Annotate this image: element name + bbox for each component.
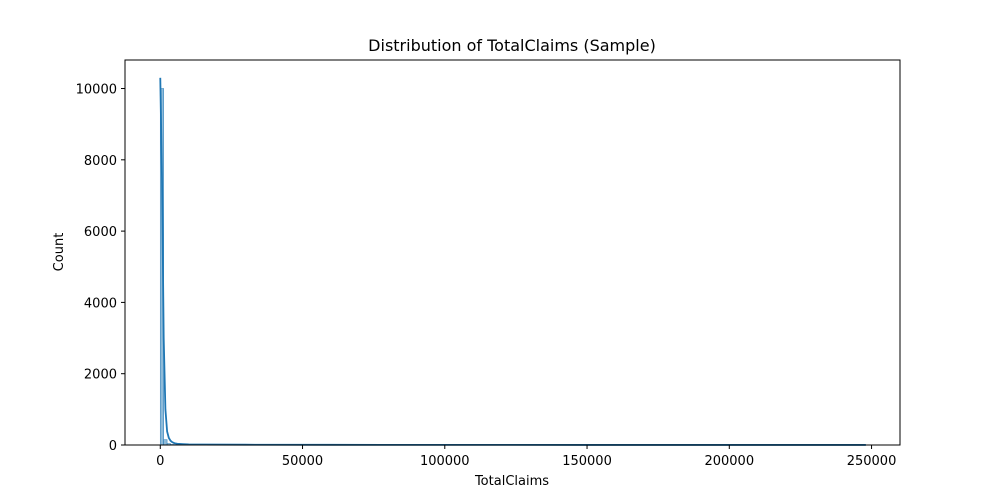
y-tick-label: 10000 bbox=[76, 83, 117, 98]
kde-line bbox=[159, 77, 866, 446]
y-tick-label: 4000 bbox=[84, 296, 117, 311]
x-tick-label: 250000 bbox=[847, 454, 897, 469]
y-axis-ticks: 0 2000 4000 6000 8000 10000 bbox=[76, 83, 125, 454]
x-tick-label: 50000 bbox=[282, 454, 323, 469]
chart-title: Distribution of TotalClaims (Sample) bbox=[368, 36, 656, 55]
kde-layer bbox=[159, 77, 866, 446]
y-axis-label: Count bbox=[52, 233, 67, 272]
x-tick-label: 100000 bbox=[420, 454, 470, 469]
x-tick-label: 0 bbox=[156, 454, 164, 469]
x-axis-label: TotalClaims bbox=[474, 474, 549, 489]
y-tick-label: 8000 bbox=[84, 154, 117, 169]
x-tick-label: 200000 bbox=[704, 454, 754, 469]
y-tick-label: 6000 bbox=[84, 225, 117, 240]
y-tick-label: 2000 bbox=[84, 368, 117, 383]
y-tick-label: 0 bbox=[109, 439, 117, 454]
histogram-bar-1 bbox=[163, 439, 168, 446]
x-axis-ticks: 0 50000 100000 150000 200000 250000 bbox=[156, 445, 896, 469]
plot-frame bbox=[124, 59, 901, 446]
x-tick-label: 150000 bbox=[562, 454, 612, 469]
